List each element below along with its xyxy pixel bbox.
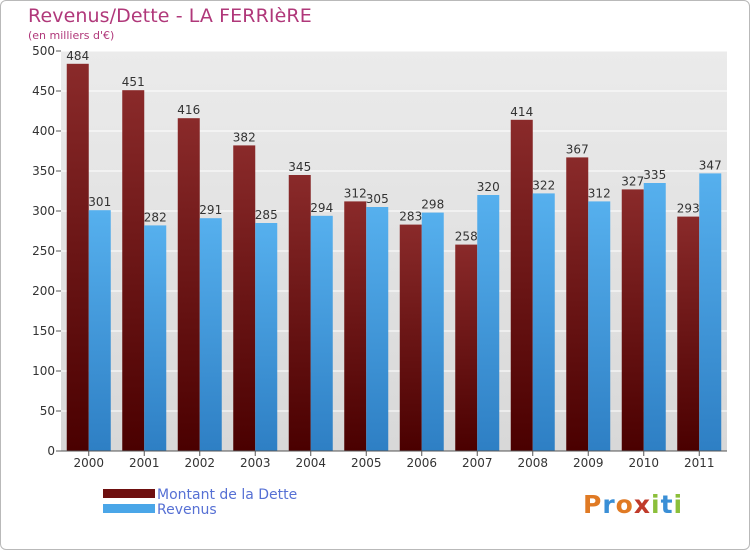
x-tick-label: 2006 — [406, 456, 437, 470]
y-axis-ticks: 0 50 100 150 200 250 300 350 400 450 500 — [32, 44, 61, 458]
bar-dette — [677, 216, 700, 451]
value-label: 285 — [255, 208, 278, 222]
x-tick-label: 2011 — [684, 456, 715, 470]
y-tick-label: 250 — [32, 244, 55, 258]
value-label: 414 — [510, 105, 533, 119]
y-tick-label: 200 — [32, 284, 55, 298]
value-label: 347 — [699, 158, 722, 172]
bar-dette — [344, 201, 367, 451]
value-label: 282 — [144, 210, 167, 224]
y-tick-label: 350 — [32, 164, 55, 178]
y-tick-label: 100 — [32, 364, 55, 378]
x-tick-label: 2010 — [628, 456, 659, 470]
value-label: 294 — [310, 201, 333, 215]
proxiti-logo: Proxiti — [583, 490, 683, 519]
value-label: 301 — [88, 195, 111, 209]
logo-letter: o — [615, 490, 634, 519]
value-label: 293 — [677, 202, 700, 216]
y-tick-label: 500 — [32, 44, 55, 58]
x-tick-label: 2002 — [184, 456, 215, 470]
value-label: 416 — [177, 103, 200, 117]
x-tick-label: 2005 — [351, 456, 382, 470]
value-label: 382 — [233, 130, 256, 144]
y-tick-label: 300 — [32, 204, 55, 218]
x-tick-label: 2009 — [573, 456, 604, 470]
value-label: 345 — [288, 160, 311, 174]
grid-lines — [61, 50, 727, 412]
bar-revenus — [643, 183, 666, 451]
bar-revenus — [532, 193, 555, 451]
value-label: 335 — [643, 168, 666, 182]
value-label: 291 — [199, 203, 222, 217]
bar-revenus — [310, 215, 333, 451]
y-tick-label: 400 — [32, 124, 55, 138]
bar-dette — [233, 145, 256, 451]
value-label: 258 — [455, 230, 478, 244]
bar-revenus — [699, 173, 722, 451]
value-label: 298 — [421, 198, 444, 212]
logo-letter: t — [660, 490, 674, 519]
x-tick-label: 2007 — [462, 456, 493, 470]
value-label: 312 — [588, 186, 611, 200]
bars — [66, 63, 722, 452]
y-tick-label: 50 — [40, 404, 55, 418]
bar-dette — [399, 224, 422, 451]
y-tick-label: 450 — [32, 84, 55, 98]
value-label: 327 — [621, 174, 644, 188]
y-tick-label: 150 — [32, 324, 55, 338]
value-label: 312 — [344, 186, 367, 200]
logo-letter: P — [583, 490, 603, 519]
bar-dette — [566, 157, 589, 451]
bar-dette — [510, 119, 533, 452]
logo-letter: i — [673, 490, 684, 519]
y-tick-label: 0 — [47, 444, 55, 458]
value-label: 451 — [122, 75, 145, 89]
legend-swatch-dette — [103, 489, 155, 498]
bar-dette — [455, 244, 478, 451]
bar-dette — [621, 189, 644, 451]
bar-dette — [177, 118, 200, 451]
chart-title: Revenus/Dette - LA FERRIèRE — [28, 5, 312, 27]
value-label: 283 — [399, 210, 422, 224]
x-tick-label: 2004 — [295, 456, 326, 470]
bar-dette — [122, 90, 145, 451]
bar-revenus — [366, 207, 389, 451]
x-tick-label: 2003 — [240, 456, 271, 470]
logo-letter: x — [633, 490, 651, 519]
bar-revenus — [421, 212, 444, 451]
bar-dette — [66, 63, 89, 452]
value-label: 305 — [366, 192, 389, 206]
value-label: 484 — [66, 49, 89, 63]
logo-letter: i — [651, 490, 661, 519]
bar-revenus — [199, 218, 222, 451]
bar-revenus — [255, 223, 278, 451]
bar-revenus — [477, 195, 500, 451]
x-tick-label: 2008 — [517, 456, 548, 470]
value-label: 320 — [477, 180, 500, 194]
legend-label-dette: Montant de la Dette — [157, 487, 298, 503]
legend-label-revenus: Revenus — [157, 502, 217, 518]
legend-swatch-revenus — [103, 504, 155, 513]
x-tick-label: 2000 — [73, 456, 104, 470]
bar-revenus — [144, 225, 167, 451]
value-label: 367 — [566, 142, 589, 156]
chart-subtitle: (en milliers d'€) — [28, 29, 115, 42]
x-tick-label: 2001 — [129, 456, 160, 470]
bar-revenus — [588, 201, 611, 451]
bar-dette — [288, 175, 311, 451]
logo-letter: r — [602, 490, 616, 519]
bar-revenus — [88, 210, 111, 451]
x-axis-ticks: 2000 2001 2002 2003 2004 2005 2006 2007 2008 2009… — [73, 451, 715, 470]
value-label: 322 — [532, 178, 555, 192]
